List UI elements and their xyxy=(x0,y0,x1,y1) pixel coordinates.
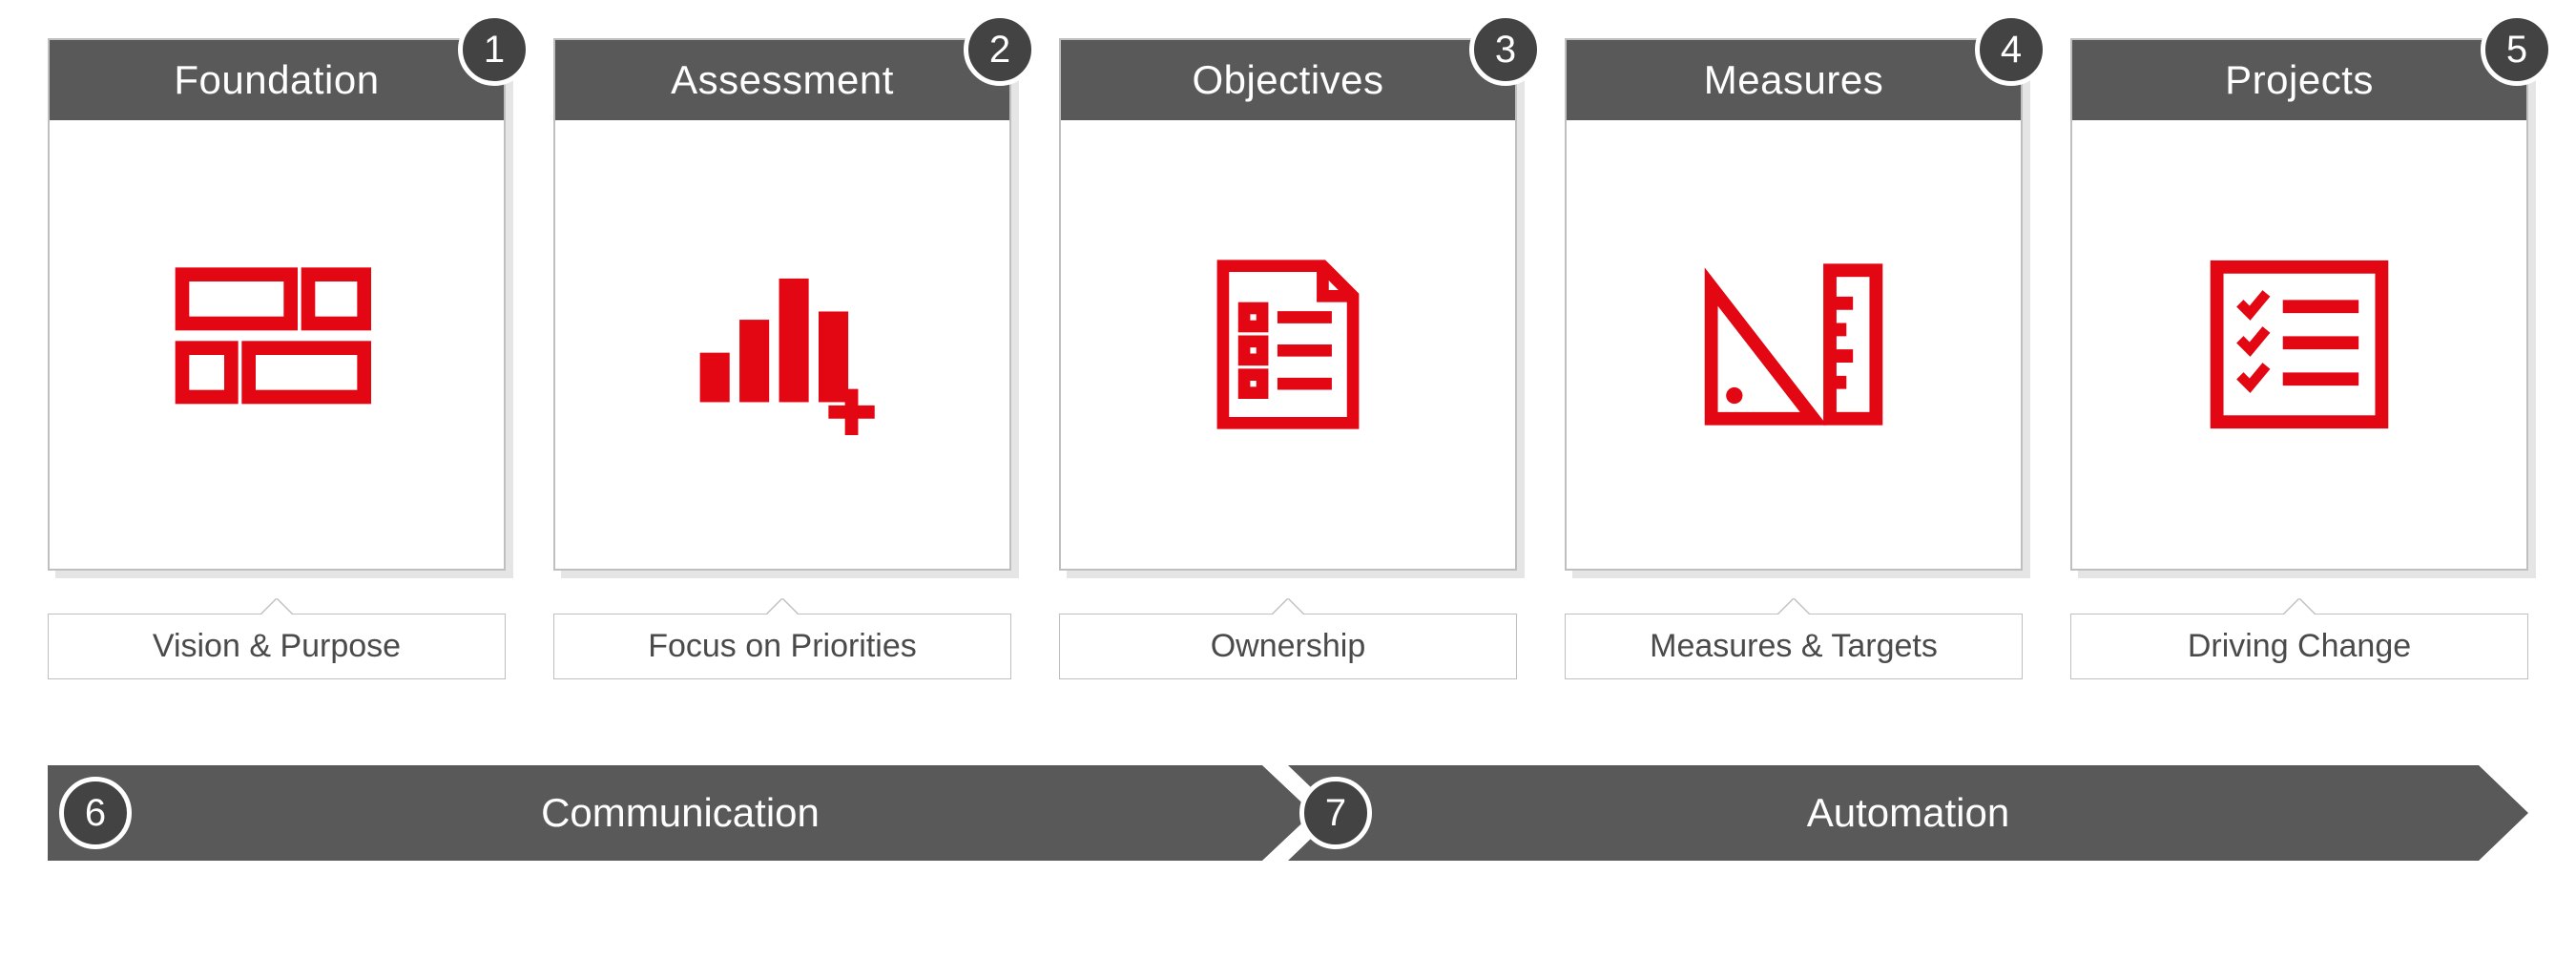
blocks-icon xyxy=(172,254,382,435)
card-body xyxy=(1061,120,1515,569)
caption: Ownership xyxy=(1059,614,1517,679)
caption: Measures & Targets xyxy=(1565,614,2023,679)
card: 4 Measures xyxy=(1565,38,2023,571)
card-foundation: 1 Foundation xyxy=(48,38,506,679)
card-title: Objectives xyxy=(1061,40,1515,120)
card-title: Measures xyxy=(1567,40,2021,120)
number-badge: 3 xyxy=(1469,13,1542,86)
card-body xyxy=(555,120,1009,569)
caption: Vision & Purpose xyxy=(48,614,506,679)
card-body xyxy=(2072,120,2526,569)
caption-pointer xyxy=(767,599,798,614)
caption-wrap: Vision & Purpose xyxy=(48,599,506,679)
card-projects: 5 Projects xyxy=(2070,38,2528,679)
chevron-label: Communication xyxy=(541,790,820,836)
number-badge: 4 xyxy=(1975,13,2047,86)
caption-wrap: Measures & Targets xyxy=(1565,599,2023,679)
card-title: Projects xyxy=(2072,40,2526,120)
caption-wrap: Ownership xyxy=(1059,599,1517,679)
card-assessment: 2 Assessment xyxy=(553,38,1011,679)
card-objectives: 3 Objectives xyxy=(1059,38,1517,679)
card: 1 Foundation xyxy=(48,38,506,571)
number-badge: 2 xyxy=(964,13,1036,86)
card: 2 Assessment xyxy=(553,38,1011,571)
caption-pointer xyxy=(2284,599,2315,614)
number-badge: 6 xyxy=(59,777,132,849)
chevron-automation: 7 Automation xyxy=(1288,765,2528,861)
number-badge: 1 xyxy=(458,13,530,86)
ruler-triangle-icon xyxy=(1689,254,1899,435)
chevron-communication: 6 Communication xyxy=(48,765,1313,861)
card-row: 1 Foundation xyxy=(48,38,2528,679)
caption-pointer xyxy=(261,599,292,614)
card-body xyxy=(50,120,504,569)
document-list-icon xyxy=(1183,254,1393,435)
card-title: Assessment xyxy=(555,40,1009,120)
card-title: Foundation xyxy=(50,40,504,120)
caption-wrap: Driving Change xyxy=(2070,599,2528,679)
caption-pointer xyxy=(1778,599,1809,614)
number-badge: 7 xyxy=(1299,777,1372,849)
number-badge: 5 xyxy=(2481,13,2553,86)
caption: Driving Change xyxy=(2070,614,2528,679)
caption: Focus on Priorities xyxy=(553,614,1011,679)
card-measures: 4 Measures xyxy=(1565,38,2023,679)
caption-wrap: Focus on Priorities xyxy=(553,599,1011,679)
checklist-icon xyxy=(2194,254,2404,435)
caption-pointer xyxy=(1273,599,1303,614)
card-body xyxy=(1567,120,2021,569)
chevron-label: Automation xyxy=(1807,790,2009,836)
chevron-row: 6 Communication 7 Automation xyxy=(48,765,2528,861)
card: 3 Objectives xyxy=(1059,38,1517,571)
bars-plus-icon xyxy=(677,254,887,435)
card: 5 Projects xyxy=(2070,38,2528,571)
